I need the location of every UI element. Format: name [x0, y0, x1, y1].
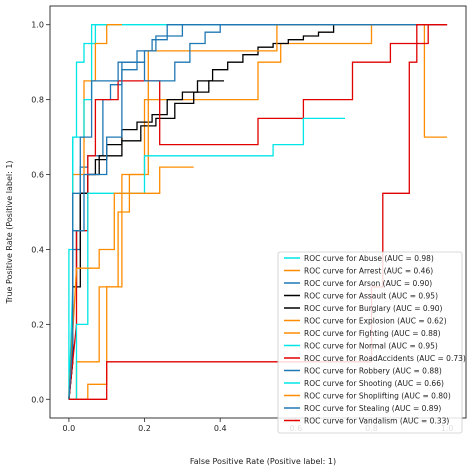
y-tick-label: 0.2 — [31, 320, 44, 329]
x-tick-label: 0.2 — [138, 424, 151, 433]
y-tick-label: 0.0 — [31, 395, 44, 404]
legend-entry: ROC curve for Normal (AUC = 0.95) — [304, 342, 438, 351]
roc-curve-13 — [68, 24, 184, 400]
roc-curves — [68, 24, 448, 400]
legend-entry: ROC curve for Shoplifting (AUC = 0.80) — [304, 392, 451, 401]
x-tick-label: 0.4 — [214, 424, 227, 433]
plot-area-border — [49, 5, 467, 419]
legend-entry: ROC curve for Robbery (AUC = 0.88) — [304, 367, 442, 376]
y-axis-ticks: 0.0 0.2 0.4 0.6 0.8 1.0 — [31, 21, 50, 404]
roc-curve-1 — [68, 24, 448, 400]
legend-entry: ROC curve for Arrest (AUC = 0.46) — [304, 267, 433, 276]
legend-entry: ROC curve for Abuse (AUC = 0.98) — [304, 254, 434, 263]
y-tick-label: 0.6 — [31, 171, 44, 180]
legend-entry: ROC curve for Stealing (AUC = 0.89) — [304, 404, 441, 413]
y-axis-label: True Positive Rate (Positive label: 1) — [5, 160, 14, 304]
legend-entry: ROC curve for Fighting (AUC = 0.88) — [304, 329, 441, 338]
legend-entry: ROC curve for Arson (AUC = 0.90) — [304, 279, 432, 288]
roc-curve-10 — [68, 24, 440, 400]
roc-curve-5 — [68, 80, 224, 400]
y-tick-label: 0.8 — [31, 96, 44, 105]
y-tick-label: 1.0 — [31, 21, 44, 30]
plot-frame — [49, 5, 467, 419]
legend-entry: ROC curve for Burglary (AUC = 0.90) — [304, 304, 443, 313]
x-axis-label: False Positive Rate (Positive label: 1) — [190, 457, 336, 466]
roc-curve-6 — [68, 24, 395, 400]
x-tick-label: 0.0 — [63, 424, 76, 433]
legend-entry: ROC curve for Explosion (AUC = 0.62) — [304, 317, 447, 326]
legend-entry: ROC curve for Vandalism (AUC = 0.33) — [304, 417, 449, 426]
legend: ROC curve for Abuse (AUC = 0.98) ROC curv… — [277, 251, 466, 434]
roc-curve-11 — [68, 117, 345, 400]
legend-entry: ROC curve for Shooting (AUC = 0.66) — [304, 379, 444, 388]
legend-entry: ROC curve for Assault (AUC = 0.95) — [304, 292, 438, 301]
roc-curve-12 — [68, 166, 194, 400]
y-tick-label: 0.4 — [31, 245, 44, 254]
legend-box — [277, 251, 463, 434]
legend-entry: ROC curve for RoadAccidents (AUC = 0.73) — [304, 354, 466, 363]
